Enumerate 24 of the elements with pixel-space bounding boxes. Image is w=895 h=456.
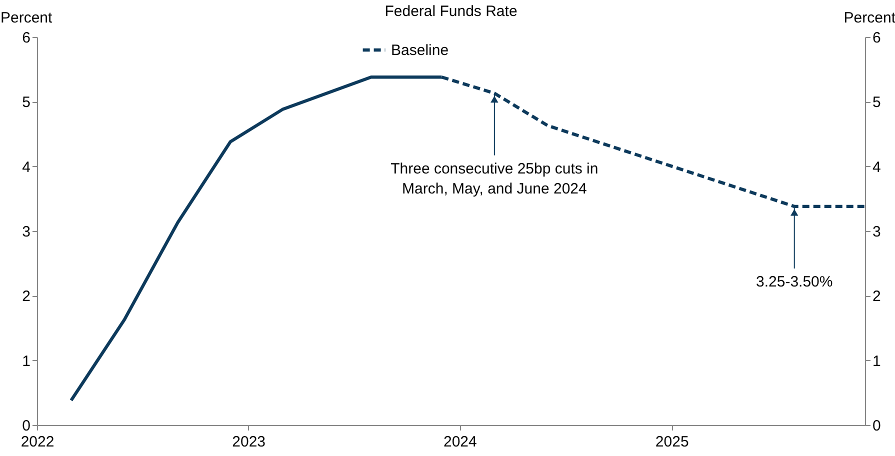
y-tick-label: 4 xyxy=(22,158,30,176)
y2-axis-title: Percent xyxy=(844,10,895,26)
annotation: 3.25-3.50% xyxy=(756,274,833,291)
y2-tick-label: 4 xyxy=(872,158,881,176)
y2-tick-label: 0 xyxy=(872,418,881,434)
y2-tick-label: 1 xyxy=(872,352,881,370)
y-tick-label: 1 xyxy=(22,352,30,370)
y-tick-label: 6 xyxy=(22,30,30,46)
chart-title: Federal Funds Rate xyxy=(384,3,518,20)
legend-label: Baseline xyxy=(391,42,449,59)
annotation: Three consecutive 25bp cuts in March, May, and June 2024 xyxy=(390,160,598,198)
y-tick-label: 3 xyxy=(22,224,30,240)
x-tick-label: 2024 xyxy=(444,434,477,450)
y2-tick-label: 2 xyxy=(872,288,881,306)
x-tick-label: 2022 xyxy=(20,434,54,450)
y-tick-label: 2 xyxy=(22,288,30,306)
y2-tick-label: 6 xyxy=(872,30,881,46)
y2-tick-label: 3 xyxy=(872,224,881,240)
y2-tick-label: 5 xyxy=(872,94,881,112)
x-tick-label: 2023 xyxy=(232,434,266,450)
y-tick-label: 0 xyxy=(22,418,30,434)
y-tick-label: 5 xyxy=(22,94,30,112)
y-axis-title: Percent xyxy=(0,10,54,26)
x-tick-label: 2025 xyxy=(655,434,689,450)
